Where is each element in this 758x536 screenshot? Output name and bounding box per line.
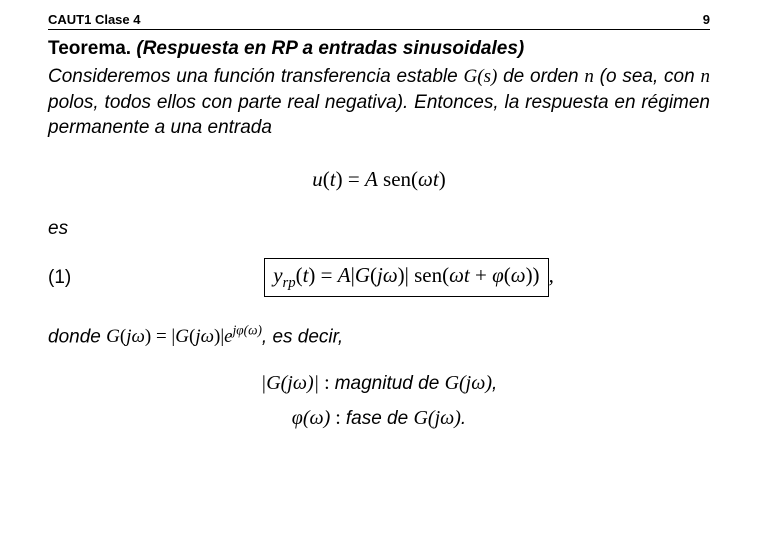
paren-close: ) [518,38,524,59]
equation-number: (1) [48,267,108,289]
theorem-statement: Consideremos una función transferencia e… [48,64,710,141]
connector-es: es [48,218,710,240]
para-text: (o sea, con [594,66,701,87]
equation-boxed: yrp(t) = A|G(jω)| sen(ωt + φ(ω)) [264,258,548,297]
math-inline: |G(jω)| [261,372,319,394]
math-inline: n [584,66,594,87]
def-label: fase de [346,408,414,429]
para-text: Consideremos una función transferencia e… [48,66,464,87]
math-sub: rp [283,275,296,291]
math-inline: n [700,66,710,87]
equation-input: u(t) = A sen(ωt) [48,167,710,192]
theorem-name-text: Respuesta en RP a entradas sinusoidales [143,38,518,59]
definitions: |G(jω)| : magnitud de G(jω), φ(ω) : fase… [48,366,710,435]
math-inline: G(jω) [445,372,492,394]
def-punct: . [461,408,466,429]
header-page-number: 9 [703,12,710,27]
def-label: magnitud de [335,373,445,394]
math-inline: G(jω) = |G(jω)|ejφ(ω) [106,326,262,347]
theorem-title: Teorema. (Respuesta en RP a entradas sin… [48,38,710,60]
def-sep: : [330,407,346,429]
where-clause: donde G(jω) = |G(jω)|ejφ(ω), es decir, [48,323,710,348]
math-inline: φ(ω) [292,407,331,429]
donde-text-2: , es decir, [262,326,343,347]
equation-row: (1) yrp(t) = A|G(jω)| sen(ωt + φ(ω)) , [48,258,710,297]
math-sup: jφ(ω) [233,323,262,338]
definition-magnitude: |G(jω)| : magnitud de G(jω), [48,366,710,400]
def-sep: : [319,372,335,394]
equation-boxed-wrap: yrp(t) = A|G(jω)| sen(ωt + φ(ω)) , [108,258,710,297]
header-left: CAUT1 Clase 4 [48,12,140,27]
trailing-comma: , [549,263,554,287]
page-header: CAUT1 Clase 4 9 [48,12,710,30]
math-y: y [273,263,282,287]
para-text: de orden [497,66,584,87]
theorem-label: Teorema. [48,38,131,59]
theorem-name: (Respuesta en RP a entradas sinusoidales… [136,38,524,59]
para-text: polos, todos ellos con parte real negati… [48,92,710,139]
def-punct: , [492,373,497,394]
definition-phase: φ(ω) : fase de G(jω). [48,401,710,435]
math-inline: G(s) [464,66,498,87]
math-inline: G(jω) [413,407,460,429]
math-display: u(t) = A sen(ωt) [312,167,445,191]
donde-text: donde [48,326,106,347]
